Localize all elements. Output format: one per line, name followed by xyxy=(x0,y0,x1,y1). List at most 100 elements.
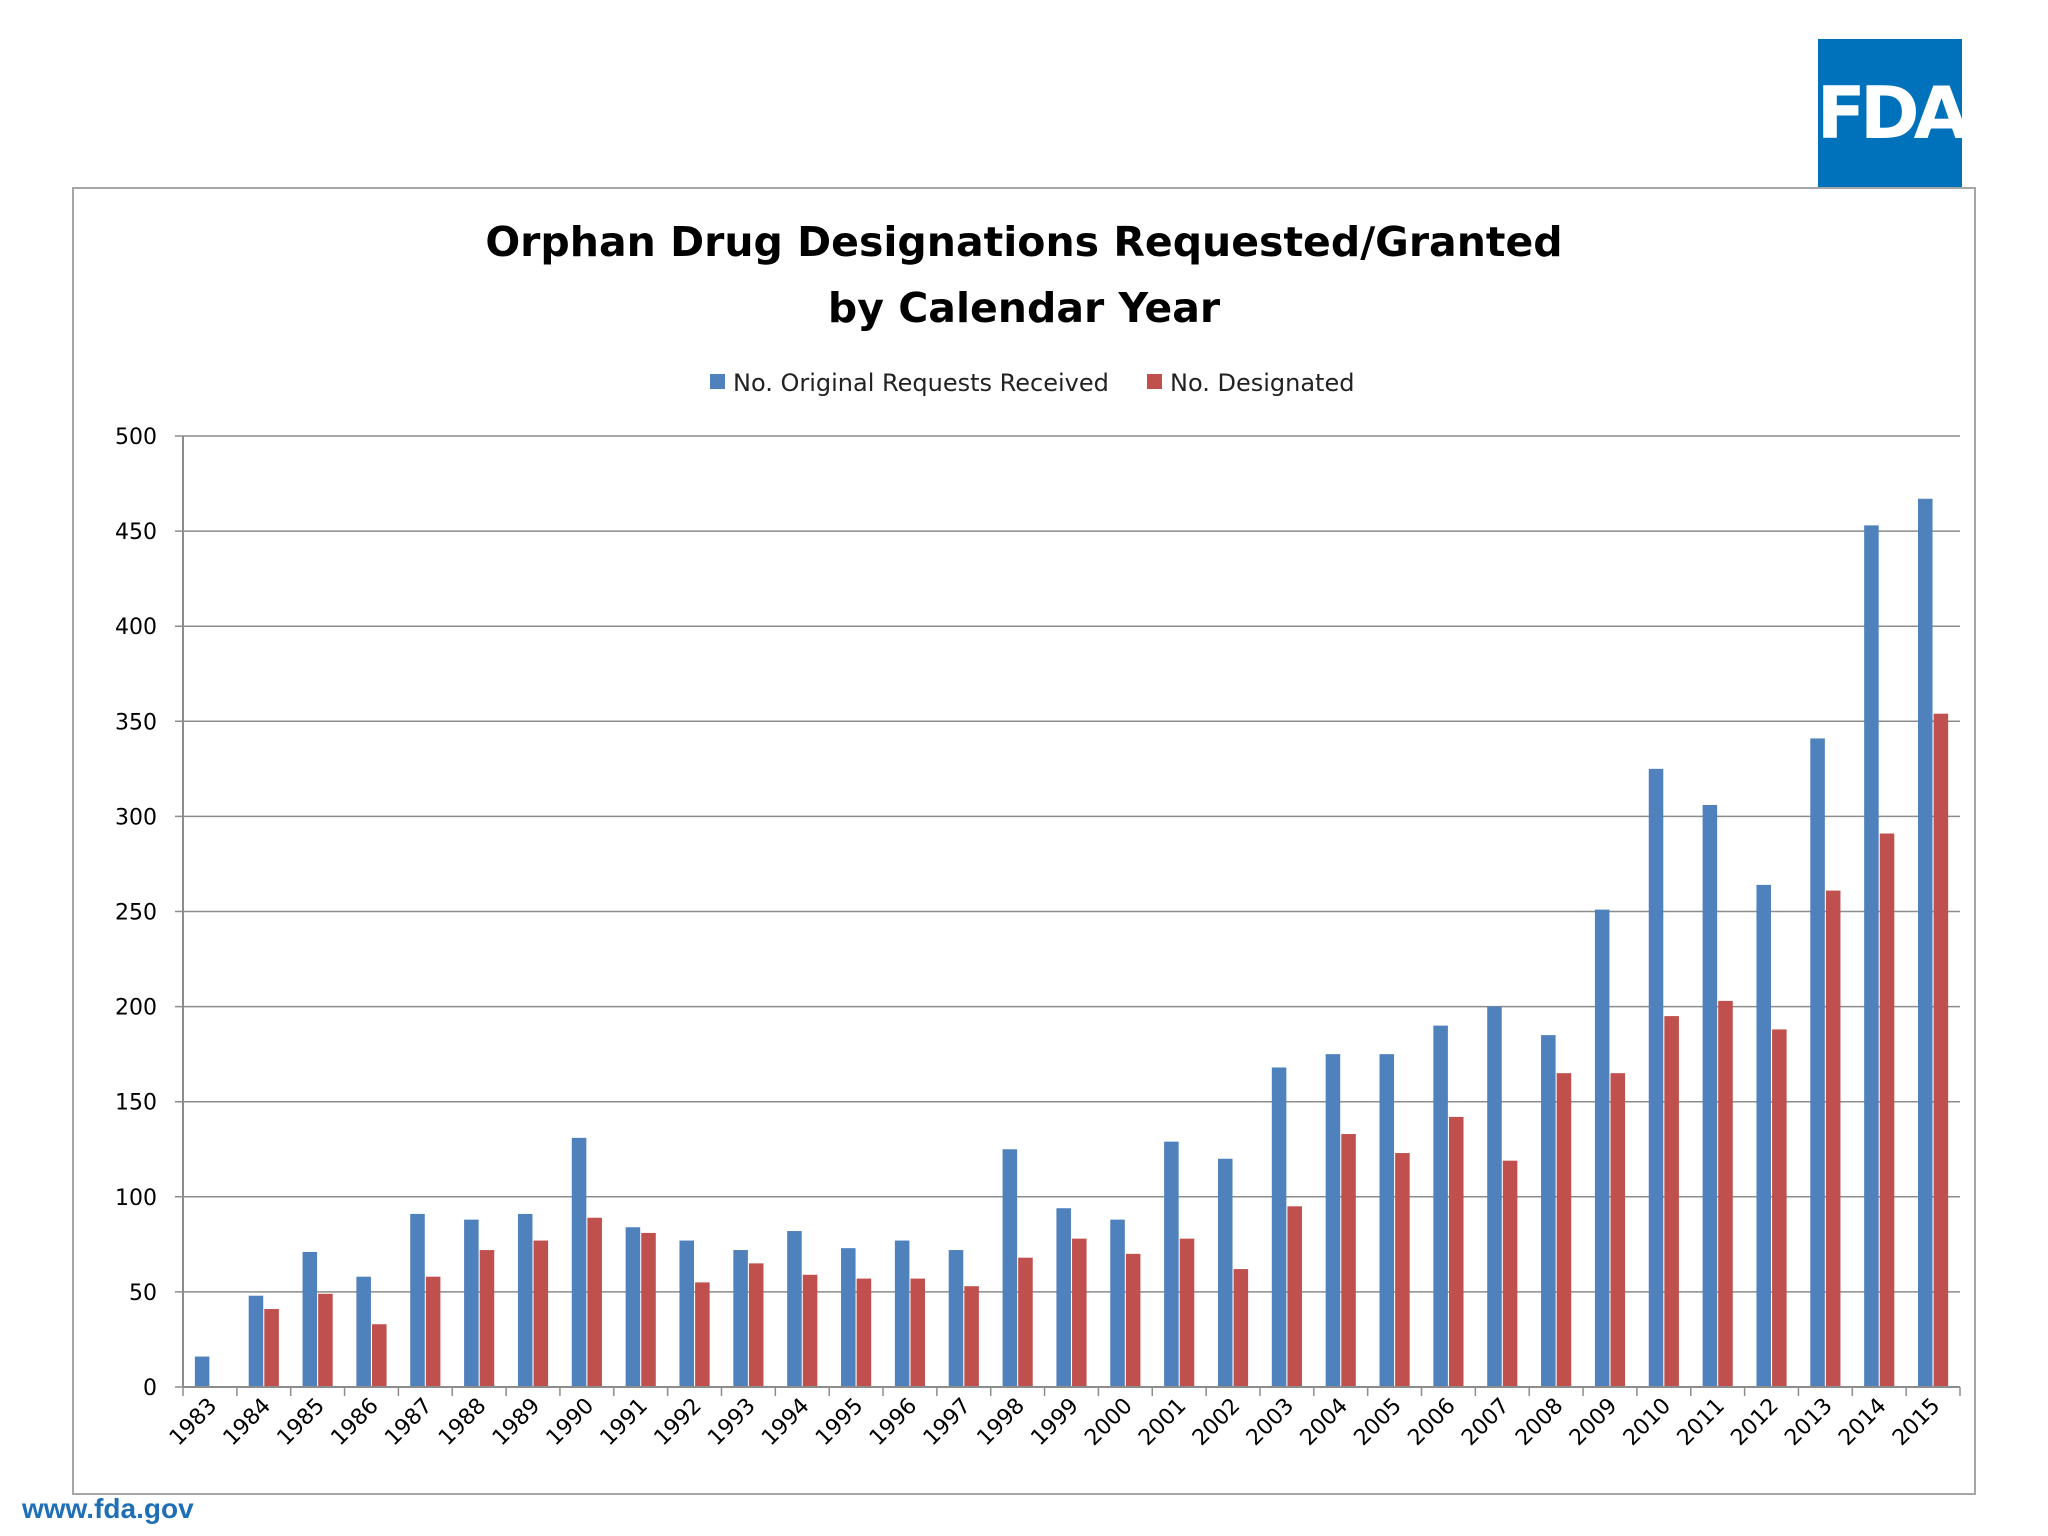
x-tick-label: 1996 xyxy=(865,1394,922,1451)
x-tick-label: 1984 xyxy=(219,1394,276,1451)
bar-designated xyxy=(1772,1029,1787,1387)
footer-url-link[interactable]: www.fda.gov xyxy=(22,1493,194,1524)
bar-designated xyxy=(1179,1238,1195,1387)
x-tick-label: 2006 xyxy=(1403,1394,1460,1451)
chart-bars xyxy=(194,498,1949,1387)
x-tick-label: 1988 xyxy=(434,1394,491,1451)
bar-requests xyxy=(410,1213,425,1387)
bar-requests xyxy=(302,1251,318,1387)
bar-requests xyxy=(1594,909,1610,1387)
bar-requests xyxy=(894,1240,910,1387)
bar-requests xyxy=(1271,1067,1287,1387)
bar-designated xyxy=(1125,1253,1141,1387)
bar-designated xyxy=(264,1309,279,1387)
bar-requests xyxy=(1702,804,1718,1387)
bar-designated xyxy=(1233,1269,1249,1387)
fda-logo-text: FDA xyxy=(1816,71,1970,155)
y-tick-label: 100 xyxy=(115,1186,157,1211)
x-tick-label: 1985 xyxy=(273,1394,330,1451)
bar-requests xyxy=(948,1250,964,1387)
x-tick-label: 2010 xyxy=(1619,1394,1676,1451)
bar-designated xyxy=(1556,1073,1572,1387)
x-tick-label: 2005 xyxy=(1350,1394,1407,1451)
y-tick-label: 400 xyxy=(115,615,157,640)
bar-designated xyxy=(1825,890,1841,1387)
bar-requests xyxy=(787,1231,802,1387)
x-tick-label: 1998 xyxy=(973,1394,1030,1451)
bar-designated xyxy=(318,1293,333,1387)
bar-requests xyxy=(464,1219,479,1387)
legend-label: No. Original Requests Received xyxy=(733,369,1109,397)
bar-designated xyxy=(1718,1000,1733,1387)
x-tick-label: 1997 xyxy=(919,1394,976,1451)
bar-requests xyxy=(517,1213,533,1387)
fda-logo: FDA xyxy=(1816,39,1970,187)
bar-requests xyxy=(194,1356,210,1387)
bar-requests xyxy=(1648,768,1664,1387)
bar-designated xyxy=(479,1250,495,1387)
bar-designated xyxy=(1287,1206,1302,1387)
x-tick-label: 1994 xyxy=(757,1394,814,1451)
x-tick-label: 2009 xyxy=(1565,1394,1622,1451)
chart-title-line: by Calendar Year xyxy=(828,284,1221,332)
bar-designated xyxy=(910,1278,926,1387)
bar-designated xyxy=(1395,1153,1410,1387)
bar-requests xyxy=(1756,884,1771,1387)
y-tick-label: 250 xyxy=(115,901,157,926)
x-tick-label: 2015 xyxy=(1888,1394,1945,1451)
chart-title-line: Orphan Drug Designations Requested/Grant… xyxy=(485,218,1562,266)
bar-requests xyxy=(248,1295,264,1387)
bar-designated xyxy=(1664,1016,1679,1387)
bar-designated xyxy=(856,1278,872,1387)
y-tick-label: 150 xyxy=(115,1091,157,1116)
bar-requests xyxy=(1917,498,1933,1387)
bar-designated xyxy=(1502,1160,1518,1387)
x-tick-label: 2014 xyxy=(1834,1394,1891,1451)
bar-designated xyxy=(748,1263,764,1387)
x-tick-label: 2004 xyxy=(1296,1394,1353,1451)
x-tick-label: 1983 xyxy=(165,1394,222,1451)
bar-designated xyxy=(1610,1073,1626,1387)
bar-designated xyxy=(1018,1257,1033,1387)
x-tick-label: 1987 xyxy=(380,1394,437,1451)
legend-label: No. Designated xyxy=(1170,369,1354,397)
bar-designated xyxy=(1072,1238,1087,1387)
bar-requests xyxy=(356,1276,371,1387)
x-axis-tick-labels: 1983198419851986198719881989199019911992… xyxy=(165,1394,1945,1451)
bar-requests xyxy=(1433,1025,1448,1387)
bar-requests xyxy=(841,1248,856,1387)
x-tick-label: 1990 xyxy=(542,1394,599,1451)
x-tick-label: 2013 xyxy=(1780,1394,1837,1451)
bar-requests xyxy=(1487,1006,1502,1387)
chart-axes xyxy=(182,436,1961,1396)
bar-requests xyxy=(1217,1158,1233,1387)
bar-designated xyxy=(587,1217,602,1387)
y-tick-label: 450 xyxy=(115,520,157,545)
x-tick-label: 2002 xyxy=(1188,1394,1245,1451)
x-tick-label: 2001 xyxy=(1134,1394,1191,1451)
bar-requests xyxy=(1325,1054,1341,1387)
chart-legend: No. Original Requests Received No. Design… xyxy=(710,369,1354,397)
x-tick-label: 2011 xyxy=(1673,1394,1730,1451)
bar-designated xyxy=(1933,713,1949,1387)
x-tick-label: 2007 xyxy=(1457,1394,1514,1451)
bar-requests xyxy=(625,1227,641,1387)
bar-requests xyxy=(679,1240,695,1387)
x-tick-label: 1999 xyxy=(1026,1394,1083,1451)
x-tick-label: 1991 xyxy=(596,1394,653,1451)
y-tick-label: 500 xyxy=(115,425,157,450)
x-tick-label: 1993 xyxy=(703,1394,760,1451)
bar-designated xyxy=(1341,1134,1356,1387)
y-tick-label: 50 xyxy=(129,1281,157,1306)
bar-designated xyxy=(802,1274,818,1387)
bar-requests xyxy=(1541,1035,1556,1387)
x-tick-label: 1992 xyxy=(650,1394,707,1451)
bar-designated xyxy=(964,1286,979,1387)
x-tick-label: 2003 xyxy=(1242,1394,1299,1451)
bar-designated xyxy=(641,1232,656,1387)
bar-requests xyxy=(1164,1141,1179,1387)
x-tick-label: 1995 xyxy=(811,1394,868,1451)
legend-swatch xyxy=(710,374,725,389)
y-tick-label: 300 xyxy=(115,805,157,830)
x-tick-label: 2012 xyxy=(1726,1394,1783,1451)
